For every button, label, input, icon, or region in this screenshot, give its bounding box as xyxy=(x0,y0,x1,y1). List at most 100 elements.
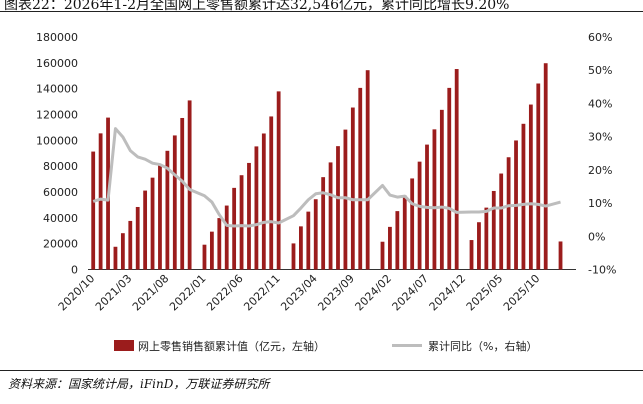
bar xyxy=(558,241,563,270)
bar xyxy=(247,162,251,270)
bar xyxy=(328,162,333,270)
x-axis: 2020/102021/032021/082022/012022/062022/… xyxy=(56,272,543,314)
x-tick-label: 2022/01 xyxy=(167,272,209,314)
bar xyxy=(113,246,118,270)
bar xyxy=(261,133,266,270)
legend: 网上零售销售额累计值（亿元，左轴） 累计同比（%，右轴） xyxy=(114,339,537,353)
bar xyxy=(536,83,541,270)
bar xyxy=(469,240,474,270)
bar xyxy=(150,177,155,270)
bar xyxy=(336,146,340,270)
x-tick-label: 2025/10 xyxy=(501,272,543,314)
x-tick-label: 2024/02 xyxy=(353,272,395,314)
yoy-line-path xyxy=(92,127,561,228)
x-tick-label: 2025/05 xyxy=(464,272,506,314)
bar xyxy=(165,150,170,270)
bar xyxy=(432,129,437,270)
left-axis: 0 20000 40000 60000 80000 100000 120000 140000 1… xyxy=(36,31,78,277)
bar xyxy=(276,91,281,270)
left-tick-label: 140000 xyxy=(36,83,78,96)
right-tick-label: 60% xyxy=(588,31,612,44)
x-tick-label: 2020/10 xyxy=(56,272,98,314)
bar xyxy=(543,63,548,270)
bar xyxy=(239,175,244,270)
right-tick-label: 20% xyxy=(588,164,612,177)
left-tick-label: 180000 xyxy=(36,31,78,44)
bar xyxy=(202,244,207,270)
bar xyxy=(143,190,148,270)
bar xyxy=(447,87,452,270)
bar xyxy=(417,161,422,270)
bar xyxy=(158,164,162,270)
bar xyxy=(439,109,444,270)
left-tick-label: 120000 xyxy=(36,109,78,122)
bar xyxy=(358,87,363,270)
bar xyxy=(209,231,214,270)
bar xyxy=(350,107,355,270)
bar xyxy=(269,116,274,270)
left-tick-label: 20000 xyxy=(43,238,78,251)
left-tick-label: 40000 xyxy=(43,212,78,225)
x-tick-label: 2021/08 xyxy=(130,272,172,314)
bar xyxy=(306,211,311,270)
bar xyxy=(528,104,533,270)
legend-bar-label: 网上零售销售额累计值（亿元，左轴） xyxy=(138,339,325,353)
bar xyxy=(506,157,511,270)
combo-chart: 0 20000 40000 60000 80000 100000 120000 140000 1… xyxy=(36,31,616,353)
bar xyxy=(410,178,415,270)
left-tick-label: 160000 xyxy=(36,57,78,70)
left-tick-label: 100000 xyxy=(36,134,78,147)
bar xyxy=(388,226,392,270)
bar xyxy=(395,211,400,270)
bar xyxy=(499,173,504,270)
x-tick-label: 2024/07 xyxy=(390,272,432,314)
source-rule xyxy=(0,370,643,371)
left-tick-label: 60000 xyxy=(43,186,78,199)
bar xyxy=(91,151,96,270)
right-tick-label: 40% xyxy=(588,97,612,110)
right-tick-label: 50% xyxy=(588,64,612,77)
right-tick-label: 0% xyxy=(588,230,605,243)
chart-title: 图表22：2026年1-2月全国网上零售额累计达32,546亿元，累计同比增长9… xyxy=(4,0,510,13)
bar xyxy=(217,218,222,270)
bar xyxy=(128,220,133,270)
x-tick-label: 2022/11 xyxy=(241,272,283,314)
bar xyxy=(313,199,318,270)
bar xyxy=(402,195,407,270)
bar xyxy=(454,69,459,270)
right-tick-label: 10% xyxy=(588,197,612,210)
bar xyxy=(321,177,326,270)
bar xyxy=(187,100,192,270)
x-tick-label: 2021/03 xyxy=(93,272,135,314)
bar xyxy=(120,233,125,270)
x-tick-label: 2023/09 xyxy=(315,272,357,314)
bar xyxy=(343,129,348,270)
bar xyxy=(224,205,229,270)
left-tick-label: 0 xyxy=(71,264,78,277)
right-axis: -10% 0% 10% 20% 30% 40% 50% 60% xyxy=(588,31,616,277)
left-tick-label: 80000 xyxy=(43,160,78,173)
bar xyxy=(380,241,385,270)
bar xyxy=(254,146,259,270)
bar xyxy=(135,206,140,270)
bar xyxy=(291,243,296,270)
bar xyxy=(299,226,303,270)
bar xyxy=(365,70,370,270)
bar xyxy=(98,133,103,270)
source-note: 资料来源：国家统计局，iFinD，万联证券研究所 xyxy=(8,377,270,391)
legend-bar-swatch xyxy=(114,340,134,351)
right-tick-label: 30% xyxy=(588,131,612,144)
line-series xyxy=(92,127,561,228)
x-tick-label: 2024/12 xyxy=(427,272,469,314)
x-tick-label: 2022/06 xyxy=(204,272,246,314)
legend-line-label: 累计同比（%，右轴） xyxy=(428,339,537,353)
x-tick-label: 2023/04 xyxy=(278,272,320,314)
bar xyxy=(521,123,526,270)
bar xyxy=(172,135,177,270)
bar-series xyxy=(91,63,563,270)
bar xyxy=(180,117,185,270)
bar xyxy=(232,187,237,270)
right-tick-label: -10% xyxy=(588,264,616,277)
bar xyxy=(477,222,481,270)
title-rule xyxy=(0,11,643,12)
